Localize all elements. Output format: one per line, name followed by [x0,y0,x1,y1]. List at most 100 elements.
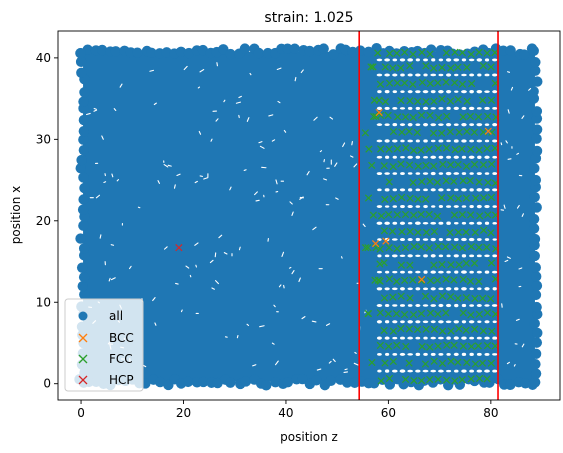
x-tick-label: 60 [381,406,396,420]
gap-mark [513,364,516,367]
fcc-point [393,49,401,57]
fcc-point [438,194,446,202]
layer-gap [407,287,413,291]
layer-gap [476,369,483,373]
x-tick-label: 80 [483,406,498,420]
layer-gap [431,205,436,208]
gap-mark [288,266,292,269]
gap-mark [195,264,197,268]
series-bcc [371,108,492,284]
gap-mark [291,270,295,275]
layer-gap [423,122,429,127]
all-point [528,86,539,97]
fcc-point [468,80,476,88]
fcc-point [393,245,401,253]
fcc-point [434,342,442,350]
fcc-point [447,161,455,169]
layer-gap [376,205,383,208]
fcc-point [475,48,483,56]
layer-gap [407,139,414,143]
gap-mark [252,364,257,367]
layer-gap [384,188,390,192]
fcc-point [475,243,483,252]
fcc-point [478,96,487,104]
fcc-point [422,228,431,237]
layer-gap [392,205,398,208]
legend-marker-all [78,311,88,321]
gap-mark [316,368,322,371]
fcc-point [434,144,442,152]
layer-gap [484,73,490,77]
layer-gap [492,238,497,241]
fcc-point [410,242,418,251]
layer-gap [476,336,482,340]
fcc-point [463,63,471,72]
fcc-point [385,145,393,153]
layer-gap [461,205,467,208]
layer-gap [377,369,382,373]
gap-mark [273,304,276,308]
layer-gap [454,303,459,308]
layer-gap [391,254,398,258]
layer-gap [423,139,428,143]
fcc-point [385,244,393,252]
layer-gap [399,123,406,127]
layer-gap [399,58,406,62]
all-point [483,47,494,59]
fcc-point [426,177,434,185]
layer-gap [415,155,421,159]
fcc-point [406,227,414,236]
layer-gap [469,172,474,175]
layer-gap [492,287,497,291]
layer-gap [461,320,467,324]
layer-gap [453,222,459,225]
all-point [282,43,293,54]
layer-gap [423,155,428,159]
layer-gap [392,58,398,62]
fcc-point [429,129,438,137]
all-point [328,49,339,60]
gap-mark [180,309,183,313]
fcc-point [475,178,483,186]
fcc-point [443,376,451,384]
fcc-point [430,325,439,333]
layer-gap [384,106,390,110]
gap-mark [223,99,226,103]
gap-mark [236,335,239,339]
fcc-point [374,49,382,57]
layer-gap [469,73,475,77]
layer-gap [438,107,444,110]
layer-gap [476,270,482,274]
gap-mark [154,322,157,326]
gap-mark [235,101,242,104]
layer-gap [400,205,405,209]
layer-gap [407,369,413,373]
layer-gap [384,336,390,340]
layer-gap [461,155,467,159]
layer-gap [422,238,429,241]
legend-marker-fcc [78,354,88,364]
fcc-point [474,113,483,121]
layer-gap [461,58,467,62]
layer-gap [430,139,436,143]
fcc-point [462,162,471,170]
layer-gap [438,188,444,192]
layer-gap [461,221,467,225]
gap-mark [301,316,306,320]
layer-gap [415,172,421,175]
layer-gap [422,172,429,175]
gap-mark [353,163,358,168]
all-point [342,377,353,388]
layer-gap [399,352,406,356]
layer-gap [376,304,383,307]
layer-gap [468,58,475,62]
layer-gap [476,304,482,307]
fcc-point [409,276,417,284]
layer-gap [438,369,444,373]
layer-gap [407,106,413,110]
gap-mark [95,194,101,199]
layer-gap [454,90,459,93]
gap-mark [246,323,250,326]
fcc-point [479,294,487,302]
